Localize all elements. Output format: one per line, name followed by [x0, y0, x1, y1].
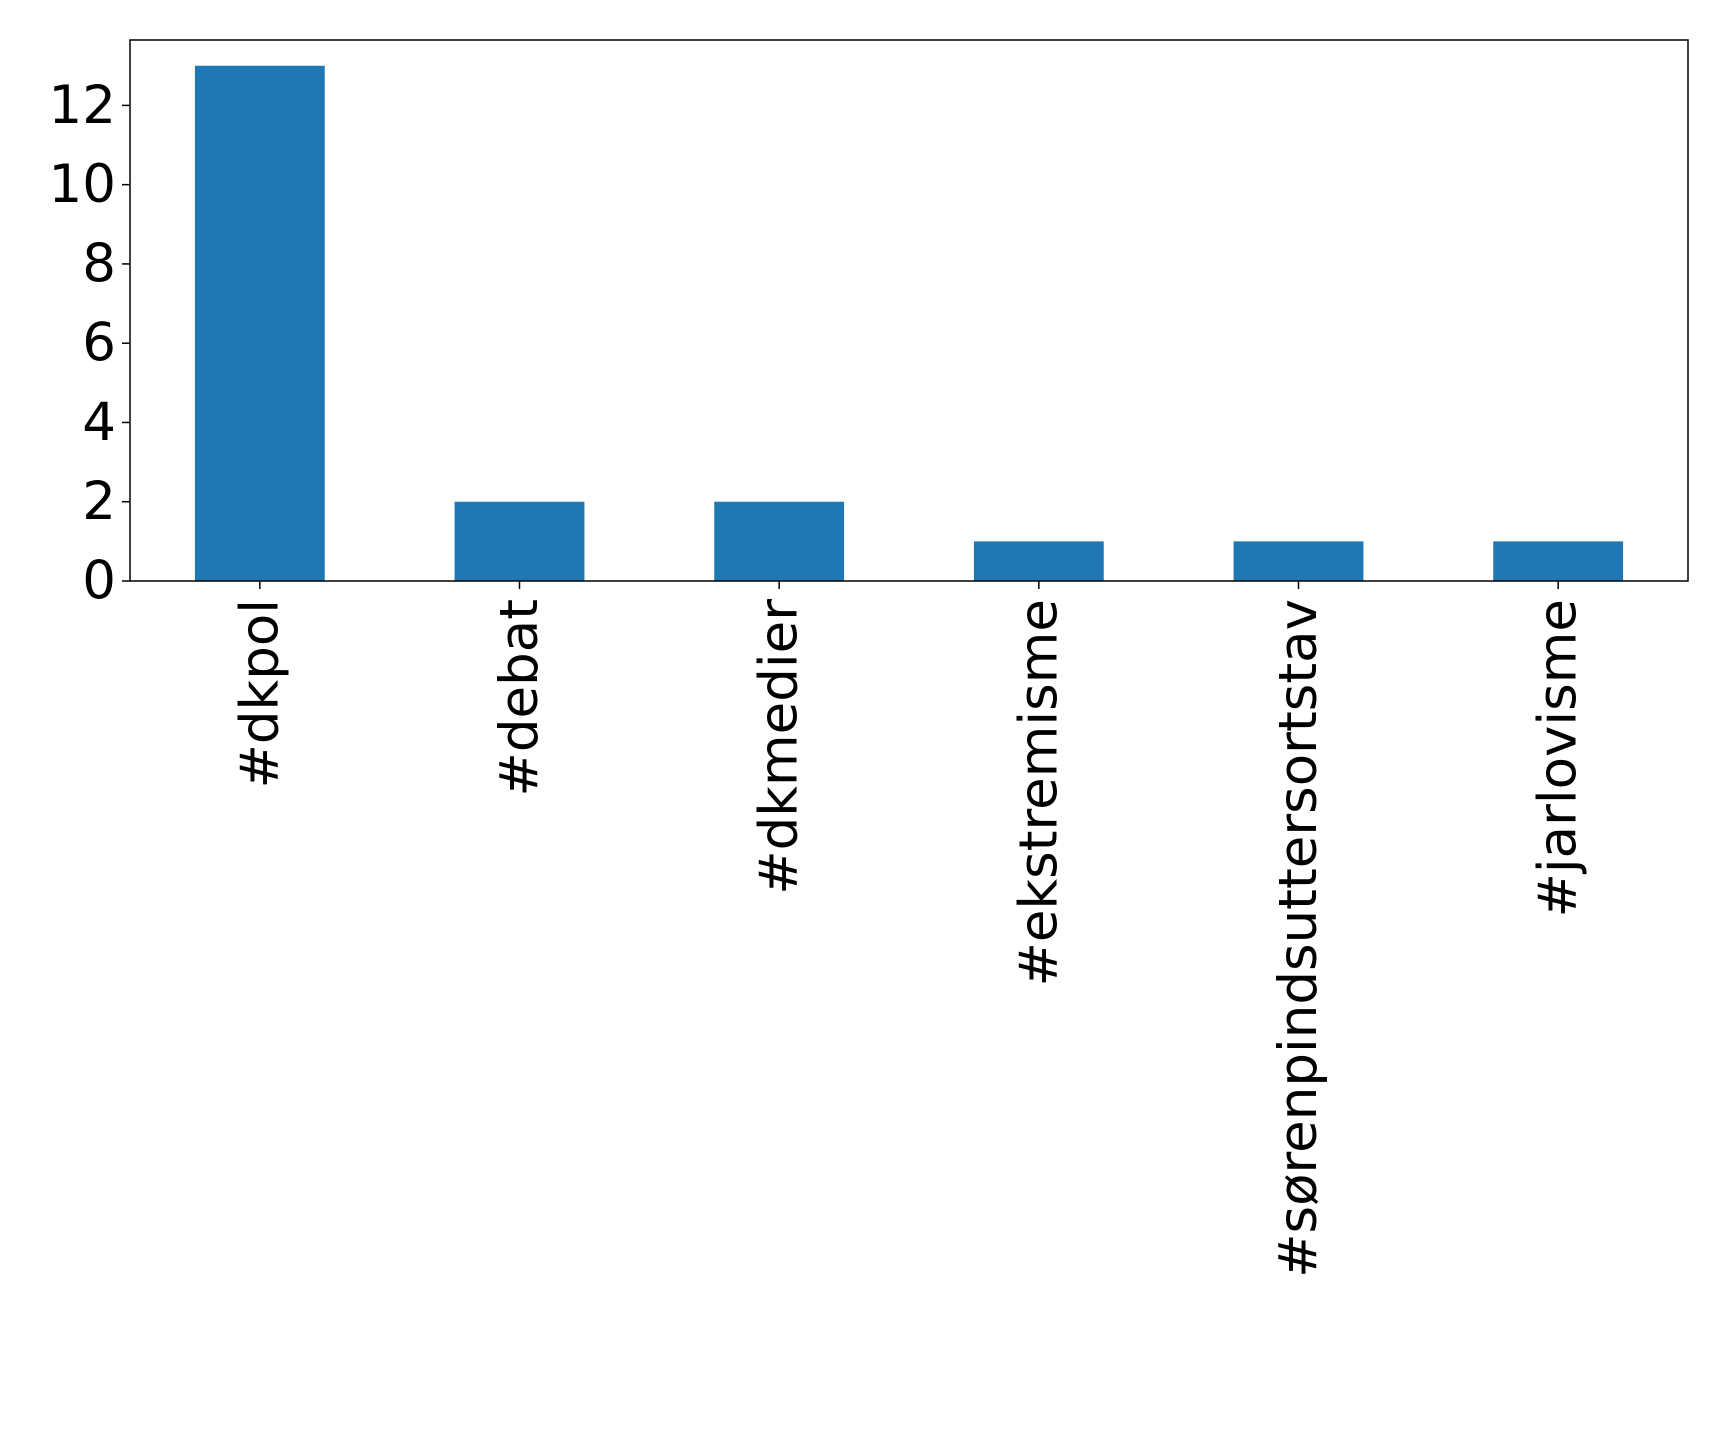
- bar: [1233, 541, 1364, 581]
- x-tick-label: #dkmedier: [749, 599, 810, 895]
- y-tick-label: 6: [82, 313, 116, 374]
- x-tick-label: #dkpol: [229, 599, 290, 789]
- y-tick-label: 2: [82, 471, 116, 532]
- y-tick-label: 10: [49, 154, 116, 215]
- y-tick-label: 4: [82, 392, 116, 453]
- y-tick-label: 12: [49, 75, 116, 136]
- x-tick-label: #sørenpindsuttersortstav: [1268, 599, 1329, 1278]
- bar: [194, 65, 325, 581]
- y-tick-label: 8: [82, 233, 116, 294]
- bar: [714, 501, 845, 581]
- x-tick-label: #ekstremisme: [1008, 599, 1069, 987]
- bar: [973, 541, 1104, 581]
- plot-frame: [129, 39, 1689, 582]
- bar: [454, 501, 585, 581]
- y-tick-label: 0: [82, 551, 116, 612]
- x-tick-label: #debat: [489, 599, 550, 797]
- bar: [1493, 541, 1624, 581]
- x-tick-label: #jarlovisme: [1528, 599, 1589, 918]
